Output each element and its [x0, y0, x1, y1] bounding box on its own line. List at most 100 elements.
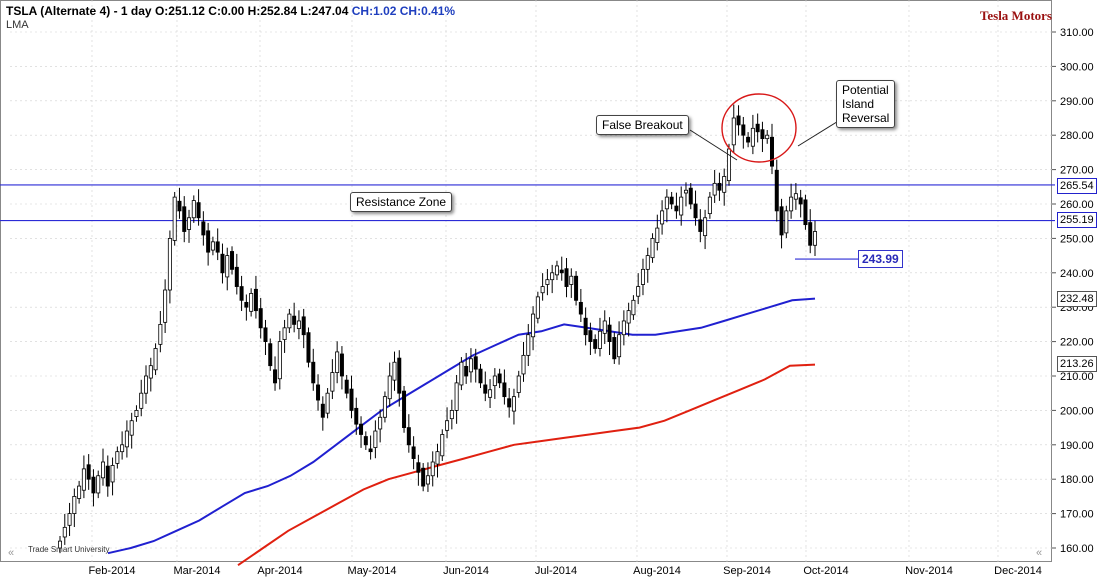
candle-body-down [206, 230, 211, 253]
candle-body-up [640, 268, 645, 285]
candle-body-up [124, 430, 129, 448]
y-tick-label: 160.00 [1060, 543, 1094, 555]
candle-body-down [574, 275, 579, 301]
y-tick-label: 220.00 [1060, 337, 1094, 349]
candle [387, 362, 392, 407]
candle-body-down [779, 206, 784, 236]
resistance-zone-callout: Resistance Zone [350, 192, 453, 212]
candle-body-down [803, 199, 808, 226]
candle-body-up [440, 434, 445, 457]
candle-body-up [784, 210, 789, 234]
y-tick-label: 190.00 [1060, 440, 1094, 452]
candle-body-down [755, 123, 760, 133]
candle [139, 379, 144, 417]
chart-title: TSLA (Alternate 4) - 1 day O:251.12 C:0.… [6, 4, 455, 18]
candle [621, 310, 626, 346]
change-readout: CH:1.02 CH:0.41% [351, 4, 456, 18]
candle-body-up [148, 365, 153, 379]
candle-body-up [144, 375, 149, 394]
candle [612, 332, 617, 364]
candle-body-up [430, 461, 435, 477]
candle-body-up [58, 540, 63, 549]
candle [454, 374, 459, 424]
candle [583, 307, 588, 346]
resistance-lower-tag: 255.19 [1057, 212, 1097, 228]
candle-body-down [196, 202, 201, 219]
candle [86, 454, 91, 490]
candle-body-down [578, 301, 583, 315]
candle-body-up [459, 361, 464, 386]
candle-body-up [602, 320, 607, 334]
candle [129, 412, 134, 449]
candle [368, 435, 373, 460]
candle [574, 271, 579, 306]
candle [81, 455, 86, 499]
y-tick-label: 250.00 [1060, 233, 1094, 245]
candle [473, 348, 478, 383]
candle-body-up [287, 313, 292, 329]
candle [335, 341, 340, 384]
candle [96, 470, 101, 499]
candle [239, 275, 244, 311]
candle [593, 334, 598, 354]
candle [225, 247, 230, 291]
candle [459, 357, 464, 391]
candle-body-up [77, 485, 82, 499]
candle [531, 306, 536, 351]
candle [688, 183, 693, 210]
candle-body-up [325, 392, 330, 414]
candle-body-up [540, 286, 545, 294]
candle-body-up [545, 279, 550, 285]
candle-body-down [588, 330, 593, 343]
symbol-title: TSLA (Alternate 4) - 1 day [6, 4, 152, 18]
candle [105, 455, 110, 497]
candle [263, 319, 268, 356]
candle-body-up [617, 334, 622, 358]
y-tick-label: 170.00 [1060, 509, 1094, 521]
candle [330, 359, 335, 400]
candle-body-up [597, 330, 602, 349]
candle-body-up [550, 272, 555, 281]
candle [535, 291, 540, 324]
candle [416, 454, 421, 486]
candle [497, 368, 502, 389]
candle [717, 172, 722, 201]
candle-body-down [311, 361, 316, 384]
candle [363, 431, 368, 450]
candle-body-down [741, 124, 746, 136]
candle-body-up [731, 117, 736, 146]
candle [597, 317, 602, 357]
candle-body-down [583, 317, 588, 336]
candle [636, 273, 641, 305]
candle [769, 123, 774, 175]
candle [282, 319, 287, 353]
candle-body-down [234, 266, 239, 287]
candle-body-up [172, 196, 177, 241]
grid-layer [0, 0, 1052, 562]
candle-body-up [81, 468, 86, 491]
time-axis: Feb-2014 Mar-2014 Apr-2014 May-2014 Jun-2014… [88, 565, 1041, 577]
candle [210, 236, 215, 256]
candle [483, 371, 488, 402]
candle-body-up [335, 351, 340, 373]
island-reversal-callout: Potential Island Reversal [836, 80, 896, 128]
candle-body-up [378, 416, 383, 430]
candle [545, 269, 550, 296]
candle-body-up [750, 127, 755, 147]
candle-body-down [91, 476, 96, 494]
candle-body-down [669, 196, 674, 205]
candle [406, 414, 411, 453]
candle [679, 186, 684, 226]
candle-body-down [86, 464, 91, 480]
candle [693, 190, 698, 226]
support-level-label: 243.99 [858, 250, 903, 268]
candle-body-down [320, 403, 325, 418]
candle [607, 317, 612, 356]
candle-body-down [483, 384, 488, 394]
candle-body-up [134, 409, 139, 417]
candle-body-down [368, 448, 373, 453]
candle-body-up [373, 430, 378, 448]
candle-body-down [292, 315, 297, 325]
candle-body-up [521, 354, 526, 375]
